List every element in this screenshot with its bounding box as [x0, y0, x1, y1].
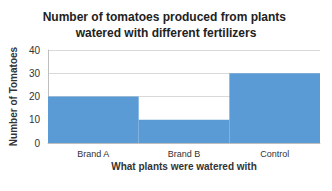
svg-text:30: 30: [29, 68, 41, 79]
svg-text:40: 40: [29, 45, 41, 56]
svg-text:watered with different fertili: watered with different fertilizers: [75, 26, 257, 40]
svg-text:10: 10: [29, 114, 41, 125]
svg-text:0: 0: [34, 138, 40, 149]
svg-text:Brand B: Brand B: [168, 149, 201, 159]
svg-text:Number of Tomatoes: Number of Tomatoes: [8, 46, 19, 146]
svg-text:Number of tomatoes produced fr: Number of tomatoes produced from plants: [43, 10, 290, 24]
svg-text:What plants were watered with: What plants were watered with: [111, 161, 257, 172]
svg-text:Brand A: Brand A: [77, 149, 109, 159]
svg-text:20: 20: [29, 91, 41, 102]
svg-text:Control: Control: [260, 149, 289, 159]
